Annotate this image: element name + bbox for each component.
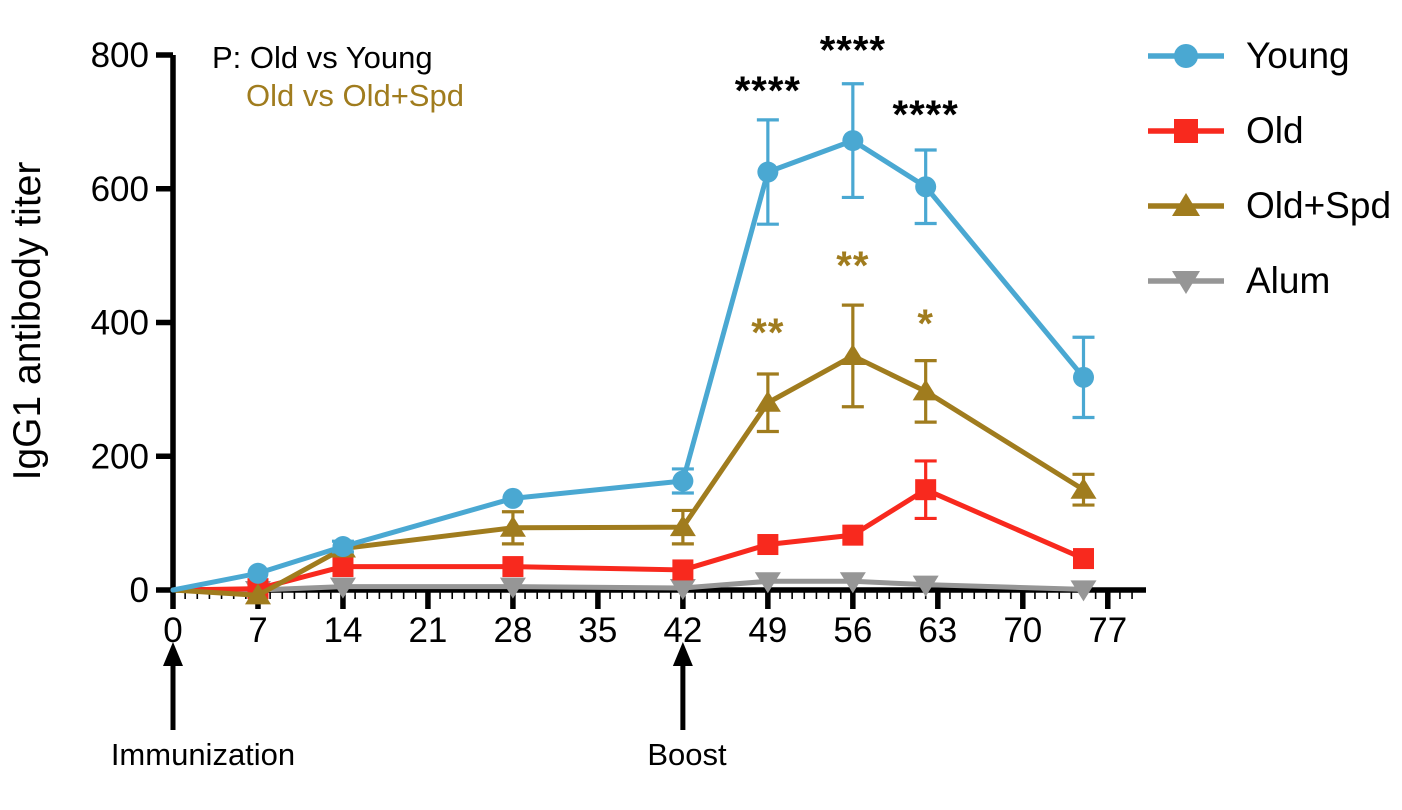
svg-text:****: **** — [820, 29, 886, 73]
svg-text:77: 77 — [1088, 611, 1127, 650]
svg-text:600: 600 — [91, 170, 149, 209]
p-value-note-line1: P: Old vs Young — [212, 40, 433, 75]
svg-text:**: ** — [836, 244, 869, 288]
svg-text:400: 400 — [91, 304, 149, 343]
svg-text:49: 49 — [748, 611, 787, 650]
old-square-marker-icon — [1148, 119, 1224, 143]
svg-text:****: **** — [893, 93, 959, 137]
immunization-label: Immunization — [110, 737, 296, 772]
svg-text:****: **** — [735, 69, 801, 113]
y-axis-title: IgG1 antibody titer — [6, 161, 49, 481]
svg-text:800: 800 — [91, 36, 149, 75]
svg-text:**: ** — [751, 311, 784, 355]
svg-text:21: 21 — [408, 611, 447, 650]
p-value-note-line2: Old vs Old+Spd — [246, 78, 464, 113]
young-circle-marker-icon — [1148, 44, 1224, 68]
svg-text:*: * — [917, 302, 934, 346]
svg-text:0: 0 — [163, 611, 182, 650]
svg-text:0: 0 — [130, 571, 149, 610]
svg-text:63: 63 — [918, 611, 957, 650]
svg-text:28: 28 — [493, 611, 532, 650]
old-spd-triangle-marker-icon — [1148, 193, 1224, 216]
boost-label: Boost — [647, 737, 727, 772]
svg-text:35: 35 — [578, 611, 617, 650]
legend-label-young: Young — [1246, 35, 1350, 76]
legend-item-alum: Alum — [1146, 260, 1391, 301]
alum-triangle-down-marker-icon — [1148, 271, 1224, 294]
svg-text:14: 14 — [323, 611, 362, 650]
svg-text:56: 56 — [833, 611, 872, 650]
legend: Young Old Old+Spd Alum — [1146, 35, 1392, 301]
svg-text:200: 200 — [91, 437, 149, 476]
svg-text:7: 7 — [248, 611, 267, 650]
legend-label-old-spd: Old+Spd — [1246, 185, 1392, 226]
legend-label-alum: Alum — [1246, 260, 1331, 301]
legend-label-old: Old — [1246, 110, 1304, 151]
legend-item-old-spd: Old+Spd — [1146, 185, 1392, 226]
svg-text:70: 70 — [1003, 611, 1042, 650]
legend-item-old: Old — [1146, 110, 1391, 151]
legend-item-young: Young — [1146, 35, 1391, 76]
